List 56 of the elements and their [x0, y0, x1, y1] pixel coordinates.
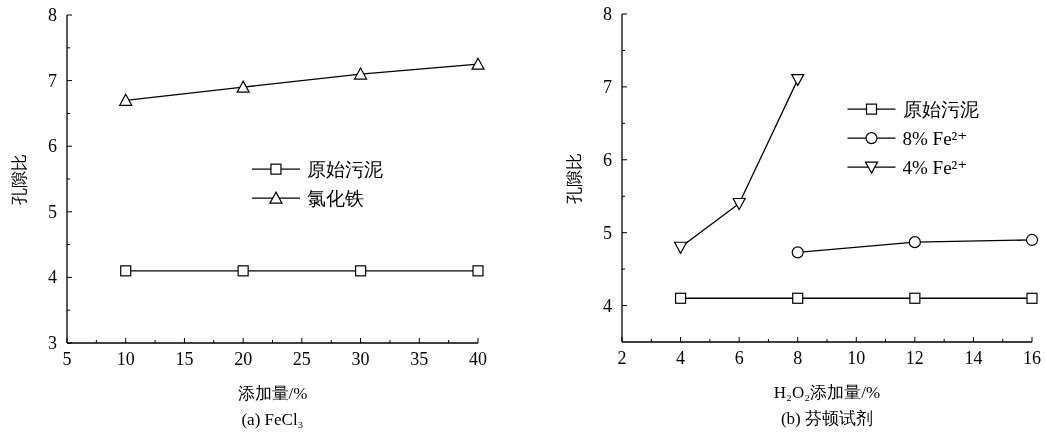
x-tick-label: 16 [1023, 348, 1041, 368]
point [237, 265, 249, 277]
point [120, 265, 132, 277]
y-tick-label: 5 [48, 201, 57, 222]
y-tick-label: 5 [603, 222, 612, 243]
x-tick-label: 14 [964, 348, 983, 368]
point [353, 67, 368, 80]
x-tick-label: 20 [234, 349, 253, 369]
point [1026, 292, 1038, 304]
point [674, 292, 687, 304]
x-tick-label: 15 [175, 349, 194, 369]
y-tick-label: 6 [48, 136, 57, 157]
point [236, 80, 250, 93]
point [791, 74, 805, 87]
y-tick-label: 8 [48, 5, 57, 25]
point [119, 93, 133, 106]
point [792, 292, 804, 304]
point [673, 241, 688, 254]
text: (b) 芬顿试剂 [780, 409, 874, 428]
legend-label: 氯化铁 [306, 188, 364, 210]
text: (a) FeCl₃ [241, 410, 304, 429]
x-axis-title: H₂O₂添加量/% [773, 383, 881, 402]
point [909, 292, 921, 304]
legend-label: 原始污泥 [902, 99, 979, 121]
point [472, 265, 484, 277]
legend-label: 4% Fe²⁺ [902, 157, 968, 179]
y-tick-label: 4 [48, 267, 57, 288]
x-tick-label: 8 [793, 348, 803, 368]
x-tick-label: 35 [410, 349, 429, 369]
point [791, 246, 804, 259]
x-tick-label: 5 [62, 349, 72, 369]
y-axis-title: 孔隙比 [10, 153, 29, 205]
point [354, 265, 367, 277]
y-tick-label: 8 [603, 4, 612, 24]
x-tick-label: 10 [116, 349, 135, 369]
x-tick-label: 40 [469, 349, 487, 369]
y-tick-label: 4 [603, 295, 612, 316]
point [908, 236, 921, 249]
y-tick-label: 3 [48, 333, 57, 353]
point [732, 197, 746, 211]
y-tick-label: 7 [603, 76, 612, 97]
legend-label: 8% Fe²⁺ [902, 128, 968, 150]
y-tick-label: 6 [603, 149, 612, 170]
x-tick-label: 30 [351, 349, 370, 369]
x-tick-label: 25 [292, 349, 311, 369]
x-tick-label: 4 [676, 348, 686, 368]
point [471, 57, 485, 70]
point [1025, 233, 1039, 247]
x-tick-label: 6 [734, 348, 744, 368]
y-axis-title: 孔隙比 [565, 152, 584, 204]
x-tick-label: 12 [905, 348, 924, 368]
x-tick-label: 2 [617, 348, 627, 368]
x-axis-title: 添加量/% [237, 384, 308, 403]
x-tick-label: 10 [847, 348, 866, 368]
legend-label: 原始污泥 [306, 159, 383, 181]
y-tick-label: 7 [48, 70, 57, 91]
